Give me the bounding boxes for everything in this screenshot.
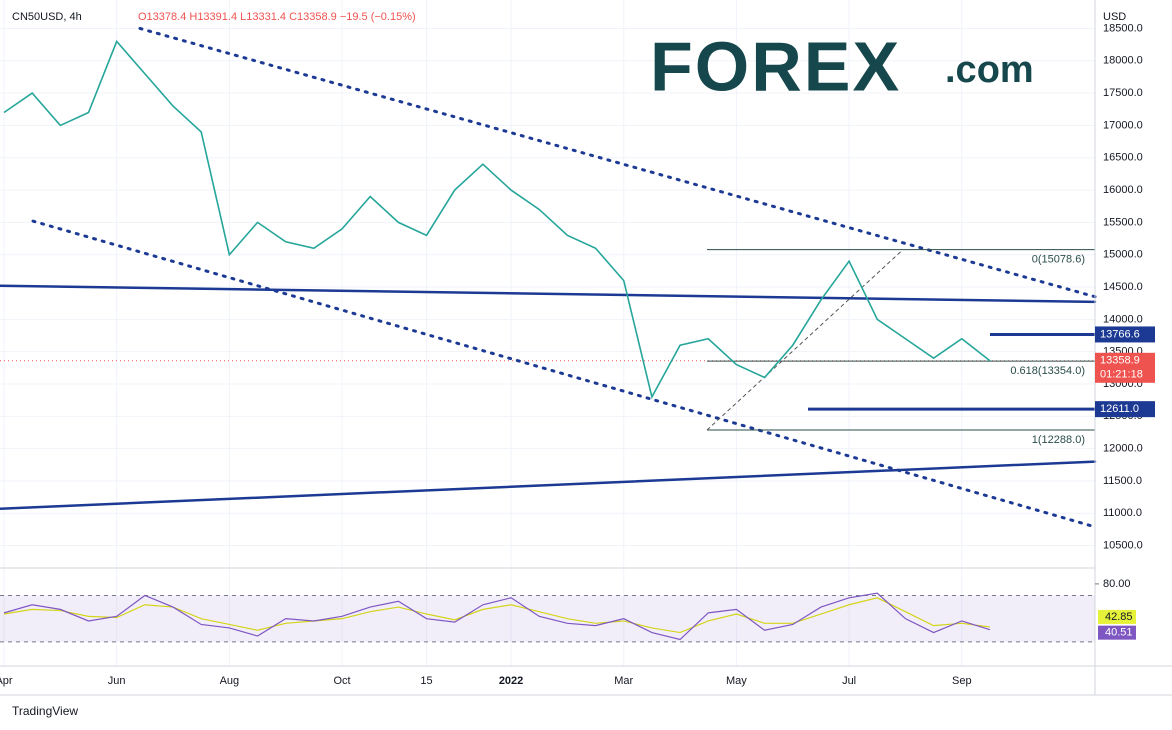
- y-tick-label: 12000.0: [1103, 443, 1143, 455]
- x-tick-label: Oct: [333, 675, 350, 687]
- x-tick-label: Aug: [220, 675, 240, 687]
- price-tag-label: 12611.0: [1100, 403, 1139, 415]
- current-price-tag: [1095, 352, 1155, 383]
- price-tag-label: 13766.6: [1100, 328, 1140, 340]
- marks: [0, 26, 1097, 641]
- price-tag: [1095, 401, 1155, 418]
- series-line: [3, 592, 991, 641]
- price-tag: [1095, 326, 1155, 343]
- fib-trend: [706, 249, 904, 431]
- rsi-tag: [1098, 625, 1136, 640]
- rsi-tick-label: 80.00: [1103, 578, 1131, 590]
- y-tick-label: 18500.0: [1103, 22, 1143, 34]
- y-tick-label: 11000.0: [1103, 507, 1142, 519]
- y-tick-label: 14500.0: [1103, 281, 1143, 293]
- trendline: [0, 460, 1097, 511]
- rsi-tag: [1098, 609, 1136, 624]
- x-tick-label: Jun: [108, 675, 126, 687]
- y-tick-label: 17000.0: [1103, 119, 1143, 131]
- current-price-label: 13358.9: [1100, 355, 1140, 367]
- fib-label: 0.618(13354.0): [1010, 365, 1085, 377]
- logo: FOREX: [650, 27, 901, 105]
- y-tick-label: 10500.0: [1103, 540, 1143, 552]
- y-tick-label: 16500.0: [1103, 152, 1143, 164]
- series-line: [3, 597, 991, 634]
- rsi-tag-label: 42.85: [1105, 611, 1133, 623]
- logo-suffix: .com: [945, 49, 1034, 91]
- x-tick-label: May: [726, 675, 747, 687]
- x-tick-label: Apr: [0, 675, 13, 687]
- currency: USD: [1103, 11, 1126, 23]
- fib-label: 0(15078.6): [1032, 254, 1085, 266]
- y-tick-label: 11500.0: [1103, 475, 1142, 487]
- series-line: [3, 39, 991, 400]
- y-tick-label: 17500.0: [1103, 87, 1143, 99]
- rsi-tag-label: 40.51: [1105, 627, 1133, 639]
- y-tick-label: 14000.0: [1103, 313, 1143, 325]
- trendline: [0, 284, 1097, 304]
- y-tick-label: 16000.0: [1103, 184, 1143, 196]
- x-tick-label: Mar: [614, 675, 633, 687]
- fib-label: 1(12288.0): [1032, 434, 1085, 446]
- y-tick-label: 15000.0: [1103, 249, 1143, 261]
- footer-brand: TradingView: [12, 704, 78, 718]
- y-tick-label: 18000.0: [1103, 55, 1143, 67]
- y-tick-label: 15500.0: [1103, 216, 1143, 228]
- trendline: [138, 26, 1097, 299]
- x-tick-label: Sep: [952, 675, 972, 687]
- x-tick-label: 2022: [499, 675, 523, 687]
- countdown: 01:21:18: [1100, 369, 1143, 381]
- x-tick-label: Jul: [842, 675, 856, 687]
- x-tick-label: 15: [420, 675, 432, 687]
- symbol: CN50USD, 4h: [12, 11, 82, 23]
- trendline: [31, 219, 1097, 529]
- ohlc: O13378.4 H13391.4 L13331.4 C13358.9 −19.…: [138, 11, 416, 23]
